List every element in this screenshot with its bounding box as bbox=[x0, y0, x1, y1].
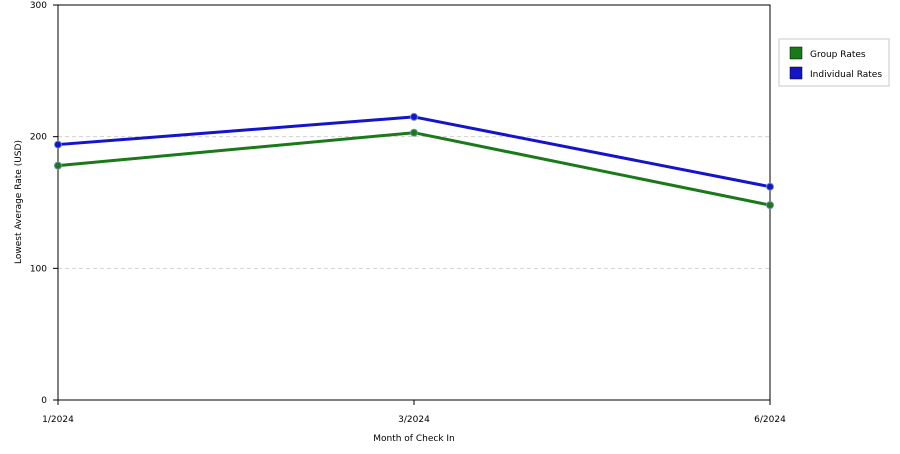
y-tick-label: 100 bbox=[30, 264, 47, 274]
series-0 bbox=[54, 128, 774, 210]
y-axis-ticks: 0 100 200 300 bbox=[30, 1, 58, 406]
x-tick-label: 6/2024 bbox=[754, 415, 786, 425]
legend-label: Group Rates bbox=[810, 50, 866, 60]
y-tick-label: 0 bbox=[41, 396, 47, 406]
x-tick-label: 3/2024 bbox=[398, 415, 430, 425]
legend-swatch bbox=[789, 46, 803, 60]
y-tick-label: 200 bbox=[30, 133, 47, 143]
data-point[interactable] bbox=[766, 201, 774, 210]
y-tick-label: 300 bbox=[30, 1, 47, 11]
data-point[interactable] bbox=[766, 182, 774, 191]
x-tick-label: 1/2024 bbox=[42, 415, 74, 425]
data-point[interactable] bbox=[54, 161, 62, 170]
legend-swatch bbox=[789, 66, 803, 80]
data-point[interactable] bbox=[410, 128, 418, 137]
legend: Group Rates Individual Rates bbox=[778, 38, 890, 87]
y-axis-title: Lowest Average Rate (USD) bbox=[14, 140, 24, 264]
data-point[interactable] bbox=[54, 140, 62, 149]
series-layer bbox=[54, 112, 774, 210]
series-line bbox=[57, 131, 771, 207]
x-axis-title: Month of Check In bbox=[373, 434, 455, 444]
plot-frame bbox=[57, 4, 771, 401]
x-axis-ticks: 1/2024 3/2024 6/2024 bbox=[42, 400, 786, 425]
legend-items: Group Rates Individual Rates bbox=[789, 46, 882, 80]
series-line bbox=[57, 115, 771, 189]
series-1 bbox=[54, 112, 774, 191]
data-point[interactable] bbox=[410, 112, 418, 121]
legend-label: Individual Rates bbox=[810, 70, 882, 80]
